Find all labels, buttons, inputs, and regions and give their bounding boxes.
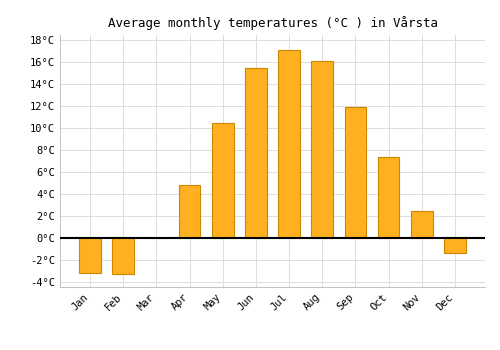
Bar xyxy=(80,238,101,273)
Title: Average monthly temperatures (°C ) in Vårsta: Average monthly temperatures (°C ) in Vå… xyxy=(108,16,438,30)
Bar xyxy=(278,50,300,238)
Bar xyxy=(312,61,333,238)
Bar xyxy=(112,238,134,274)
Bar xyxy=(179,185,201,238)
Bar xyxy=(212,122,234,238)
Bar xyxy=(245,68,266,238)
Bar xyxy=(411,211,432,238)
Bar xyxy=(378,156,400,238)
Bar xyxy=(344,107,366,238)
Bar xyxy=(444,238,466,253)
